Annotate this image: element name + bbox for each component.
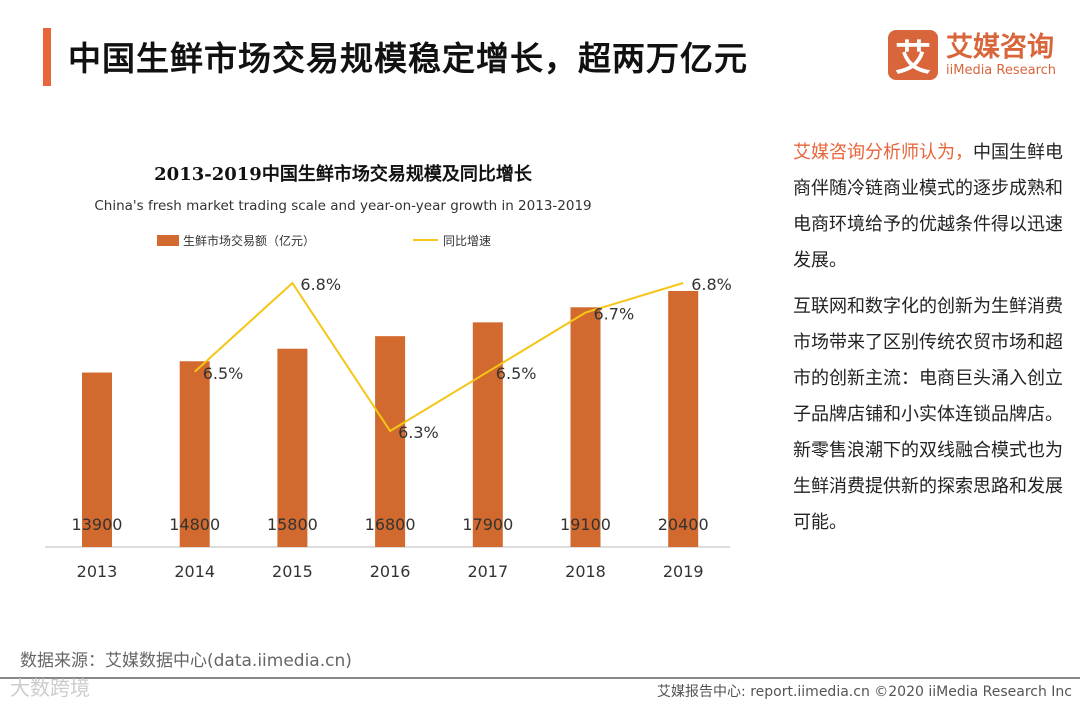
growth-line (194, 281, 684, 433)
growth-label: 6.5% (203, 364, 244, 383)
iimedia-logo: 艾 艾媒咨询 iiMedia Research (888, 30, 1056, 80)
growth-label: 6.8% (691, 275, 732, 294)
bar-value-label: 16800 (365, 515, 416, 534)
logo-cn: 艾媒咨询 (946, 31, 1054, 63)
bar-2014 (179, 361, 210, 547)
bar-value-label: 13900 (72, 515, 123, 534)
x-tick-label: 2017 (467, 562, 508, 581)
x-tick-label: 2014 (174, 562, 215, 581)
bar-2019 (668, 290, 699, 547)
bar-value-label: 15800 (267, 515, 318, 534)
page-title: 中国生鲜市场交易规模稳定增长，超两万亿元 (68, 39, 748, 78)
bar-2016 (375, 336, 406, 547)
growth-label: 6.3% (398, 423, 439, 442)
data-source: 数据来源：艾媒数据中心(data.iimedia.cn) (20, 651, 352, 671)
bar-2017 (472, 322, 503, 547)
growth-label: 6.8% (300, 275, 341, 294)
footer-divider (0, 677, 1080, 679)
x-tick-label: 2015 (272, 562, 313, 581)
chart: 2013-2019中国生鲜市场交易规模及同比增长 China's fresh ma… (45, 163, 732, 581)
chart-title: 2013-2019中国生鲜市场交易规模及同比增长 (154, 163, 533, 185)
x-tick-label: 2018 (565, 562, 606, 581)
legend-bar-label: 生鲜市场交易额（亿元） (183, 233, 315, 248)
logo-en: iiMedia Research (946, 62, 1057, 78)
bar-value-label: 20400 (658, 515, 709, 534)
growth-label: 6.5% (496, 364, 537, 383)
bar-value-label: 17900 (462, 515, 513, 534)
title-accent-bar (43, 28, 51, 86)
legend-line-label: 同比增速 (443, 234, 491, 248)
logo-mark: 艾 (888, 30, 938, 80)
bar-value-label: 14800 (169, 515, 220, 534)
commentary-p2: 互联网和数字化的创新为生鲜消费市场带来了区别传统农贸市场和超市的创新主流：电商巨… (793, 296, 1063, 533)
legend-bar-swatch (157, 235, 179, 246)
bar-2015 (277, 348, 308, 547)
x-tick-label: 2013 (77, 562, 118, 581)
commentary-p1: 中国生鲜电商伴随冷链商业模式的逐步成熟和电商环境给予的优越条件得以迅速发展。 (793, 142, 1063, 271)
watermark: 大数跨境 (10, 676, 90, 700)
growth-label: 6.7% (594, 305, 635, 324)
x-tick-label: 2019 (663, 562, 704, 581)
bar-2013 (82, 372, 112, 547)
copyright: 艾媒报告中心: report.iimedia.cn ©2020 iiMedia … (657, 684, 1072, 700)
chart-subtitle: China's fresh market trading scale and y… (94, 198, 591, 214)
bar-value-label: 19100 (560, 515, 611, 534)
bar-2018 (570, 307, 601, 547)
analyst-commentary: 艾媒咨询分析师认为，中国生鲜电商伴随冷链商业模式的逐步成熟和电商环境给予的优越条… (793, 135, 1063, 551)
analyst-highlight: 艾媒咨询分析师认为， (793, 142, 973, 163)
x-tick-label: 2016 (370, 562, 411, 581)
